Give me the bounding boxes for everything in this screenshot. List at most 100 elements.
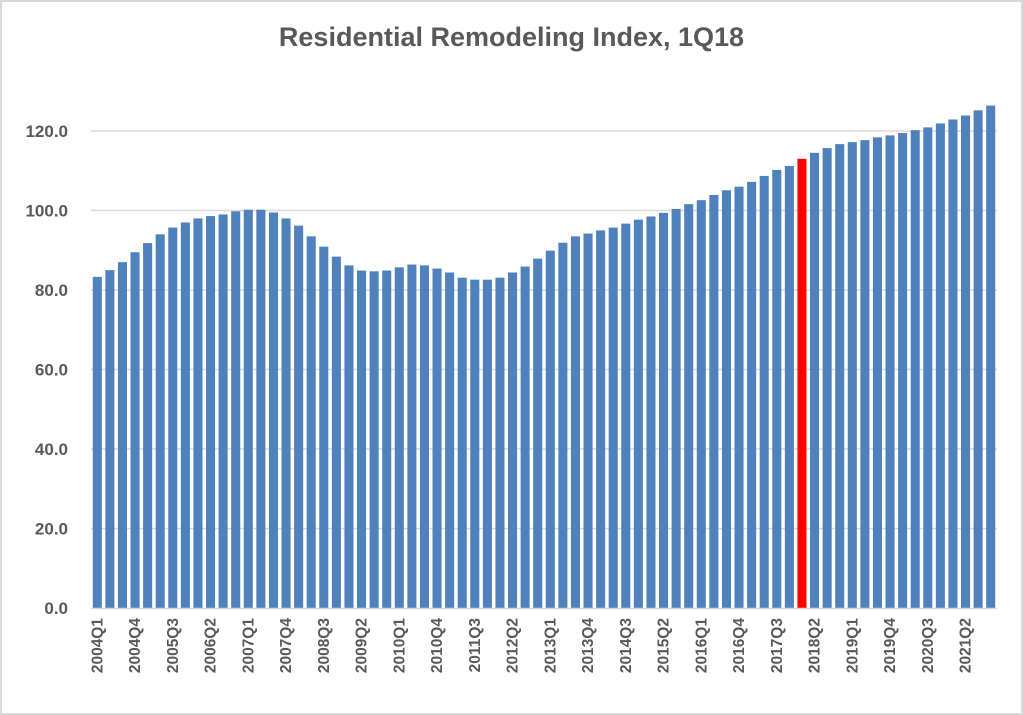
bar	[495, 277, 505, 608]
bar	[633, 219, 643, 608]
y-tick-label: 100.0	[25, 202, 68, 221]
x-tick-label: 2009Q2	[354, 618, 371, 673]
bar	[772, 169, 782, 608]
bar	[143, 243, 153, 608]
bar	[747, 181, 757, 608]
bar	[948, 119, 958, 608]
bar	[508, 272, 518, 608]
x-tick-label: 2016Q1	[693, 618, 710, 674]
bar	[357, 270, 367, 608]
bar	[721, 190, 731, 609]
bar	[445, 272, 455, 608]
bar	[961, 115, 971, 608]
bar	[734, 186, 744, 608]
bar	[92, 276, 102, 608]
bar	[117, 262, 127, 608]
bar	[256, 209, 266, 608]
x-tick-label: 2016Q4	[731, 618, 748, 674]
bar	[394, 267, 404, 608]
x-tick-label: 2004Q1	[89, 618, 106, 674]
bar	[923, 127, 933, 609]
bar	[570, 236, 580, 608]
x-tick-label: 2017Q3	[769, 618, 786, 674]
bar-highlighted	[797, 158, 807, 608]
bar	[344, 265, 354, 608]
bar	[155, 234, 165, 608]
bar	[860, 140, 870, 608]
bar	[268, 212, 278, 609]
x-tick-label: 2014Q3	[618, 618, 635, 674]
bar	[407, 264, 417, 608]
bar	[759, 175, 769, 609]
bar	[910, 130, 920, 608]
bar	[558, 242, 568, 608]
bar	[621, 223, 631, 608]
x-tick-label: 2008Q3	[316, 618, 333, 674]
x-tick-label: 2018Q2	[807, 618, 824, 673]
bar	[520, 266, 530, 608]
y-tick-label: 80.0	[35, 281, 68, 300]
bar	[231, 211, 241, 609]
bar	[218, 214, 228, 609]
bar	[281, 218, 291, 608]
y-tick-label: 0.0	[44, 599, 68, 618]
x-tick-label: 2004Q4	[127, 618, 144, 674]
bar	[835, 144, 845, 608]
bar	[709, 195, 719, 608]
bar	[419, 265, 429, 608]
x-tick-label: 2013Q1	[542, 618, 559, 674]
bar	[294, 225, 304, 609]
bar	[180, 222, 190, 608]
bar	[432, 268, 442, 608]
bar	[369, 271, 379, 608]
bar	[470, 279, 480, 608]
bar	[105, 270, 115, 609]
x-tick-label: 2012Q2	[505, 618, 522, 673]
bar	[457, 277, 467, 608]
bar	[583, 233, 593, 608]
bar	[206, 216, 216, 608]
bar	[898, 132, 908, 609]
bar	[784, 165, 794, 609]
bar	[168, 227, 178, 608]
bar	[684, 204, 694, 608]
bar	[646, 216, 656, 608]
bar	[382, 270, 392, 608]
bar	[986, 105, 996, 608]
x-tick-label: 2015Q2	[656, 618, 673, 673]
y-tick-label: 120.0	[25, 122, 68, 141]
x-tick-label: 2013Q4	[580, 618, 597, 674]
bar	[671, 208, 681, 608]
x-tick-label: 2007Q4	[278, 618, 295, 674]
x-axis-ticks: 2004Q1 2004Q4 2005Q3 2006Q2 2007Q1 2007Q4 2008…	[89, 618, 974, 674]
bar	[696, 200, 706, 609]
bar	[533, 258, 543, 608]
bar	[193, 218, 203, 608]
bar	[545, 250, 555, 608]
bar	[810, 152, 820, 609]
x-tick-label: 2010Q4	[429, 618, 446, 674]
x-tick-label: 2019Q1	[844, 618, 861, 674]
bar	[973, 110, 983, 608]
bar	[659, 212, 669, 608]
bar	[822, 148, 832, 608]
gridlines	[91, 130, 997, 530]
x-tick-label: 2020Q3	[920, 618, 937, 674]
bar	[935, 123, 945, 608]
bars	[92, 105, 996, 609]
x-tick-label: 2021Q2	[958, 618, 975, 673]
x-tick-label: 2011Q3	[467, 618, 484, 673]
x-tick-label: 2010Q1	[391, 618, 408, 674]
bar	[331, 256, 341, 608]
bar	[847, 142, 857, 608]
bar	[596, 230, 606, 609]
y-tick-label: 20.0	[35, 520, 68, 539]
bar	[482, 279, 492, 608]
bar	[130, 252, 140, 609]
x-tick-label: 2019Q4	[882, 618, 899, 674]
bar	[319, 246, 329, 609]
y-tick-label: 40.0	[35, 440, 68, 459]
bar	[306, 236, 316, 608]
x-tick-label: 2007Q1	[240, 618, 257, 674]
